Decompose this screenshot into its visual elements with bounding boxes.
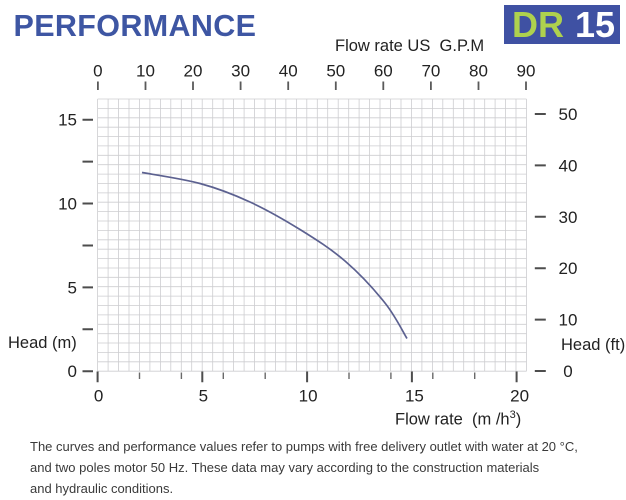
svg-text:70: 70: [421, 62, 440, 81]
svg-text:60: 60: [374, 62, 393, 81]
svg-text:40: 40: [559, 156, 578, 175]
svg-text:0: 0: [94, 387, 103, 406]
svg-text:10: 10: [58, 195, 77, 214]
svg-text:50: 50: [559, 105, 578, 124]
svg-text:5: 5: [199, 387, 208, 406]
svg-text:10: 10: [136, 62, 155, 81]
svg-text:90: 90: [517, 62, 536, 81]
svg-text:30: 30: [231, 62, 250, 81]
svg-text:0: 0: [68, 362, 77, 381]
svg-text:5: 5: [68, 278, 77, 297]
svg-text:40: 40: [279, 62, 298, 81]
svg-text:15: 15: [58, 111, 77, 130]
svg-text:10: 10: [299, 387, 318, 406]
svg-text:15: 15: [405, 387, 424, 406]
svg-text:20: 20: [559, 259, 578, 278]
svg-text:50: 50: [326, 62, 345, 81]
svg-text:0: 0: [93, 62, 102, 81]
svg-text:10: 10: [559, 311, 578, 330]
svg-text:0: 0: [563, 362, 572, 381]
svg-text:80: 80: [469, 62, 488, 81]
svg-text:20: 20: [510, 387, 529, 406]
svg-text:30: 30: [559, 208, 578, 227]
svg-text:20: 20: [184, 62, 203, 81]
